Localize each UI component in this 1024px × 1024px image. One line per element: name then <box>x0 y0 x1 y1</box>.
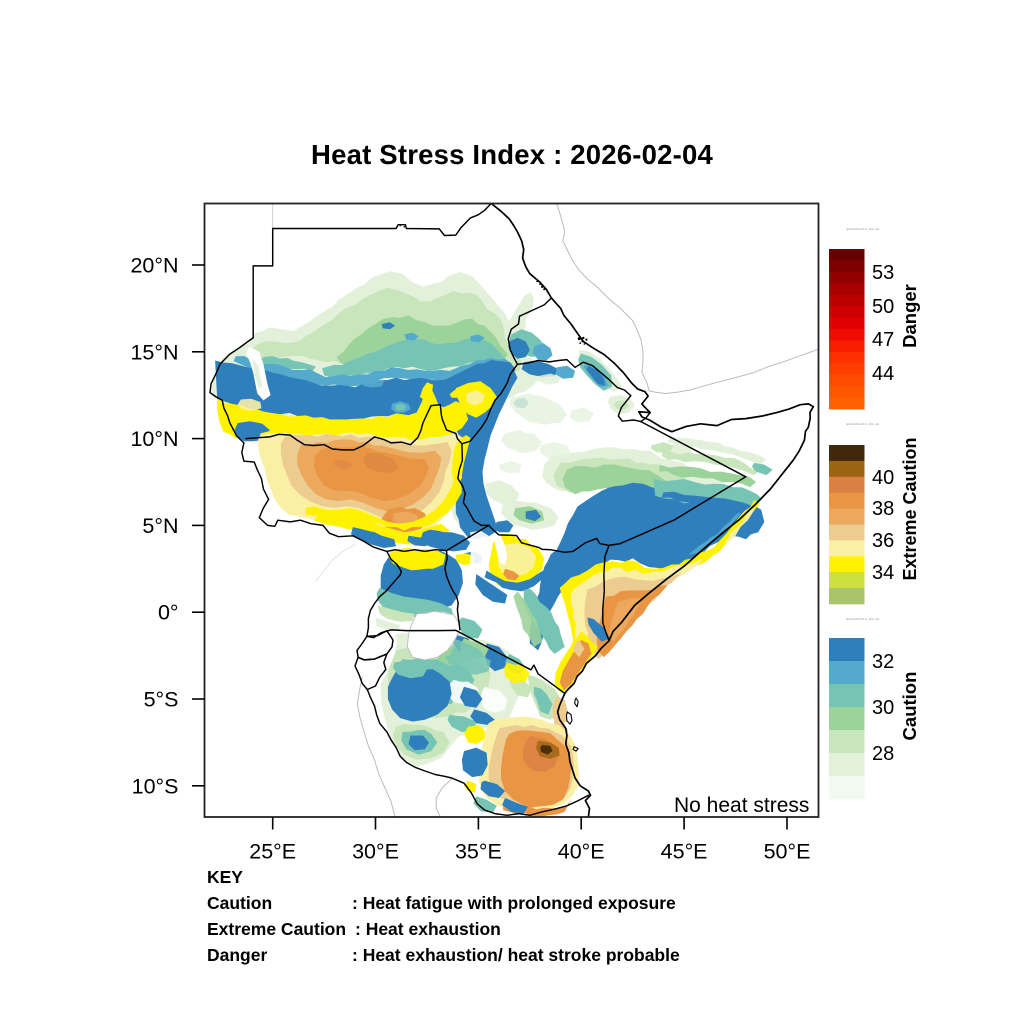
svg-text:40: 40 <box>872 467 894 489</box>
svg-text:Caution: Caution <box>899 672 920 741</box>
svg-text:25°E: 25°E <box>249 840 296 864</box>
svg-text:30°E: 30°E <box>352 840 399 864</box>
svg-text:28: 28 <box>872 743 894 765</box>
svg-text:10°N: 10°N <box>130 427 178 451</box>
svg-text:30: 30 <box>872 697 894 719</box>
svg-text:40°E: 40°E <box>558 840 605 864</box>
svg-text:50°E: 50°E <box>764 840 811 864</box>
svg-text:0°: 0° <box>158 601 179 625</box>
svg-text:5°N: 5°N <box>142 514 178 538</box>
svg-text:50: 50 <box>872 296 894 318</box>
svg-text:35°E: 35°E <box>455 840 502 864</box>
svg-text:53: 53 <box>872 262 894 284</box>
svg-text:36: 36 <box>872 530 894 552</box>
svg-text:5°S: 5°S <box>144 688 179 712</box>
svg-text:Extreme Caution: Extreme Caution <box>900 437 920 580</box>
svg-text:qtbrk2026-HSI-hi_240_obs: qtbrk2026-HSI-hi_240_obs <box>846 227 880 231</box>
svg-text:Danger: Danger <box>899 284 920 348</box>
svg-text:32: 32 <box>872 651 894 673</box>
svg-text:45°E: 45°E <box>661 840 708 864</box>
svg-text:qtbrk2026-HSI-hi_240_obs: qtbrk2026-HSI-hi_240_obs <box>846 617 880 621</box>
svg-text:10°S: 10°S <box>132 774 179 798</box>
svg-text:47: 47 <box>872 329 894 351</box>
svg-text:15°N: 15°N <box>130 340 178 364</box>
svg-text:qtbrk2026-HSI-hi_240_obs: qtbrk2026-HSI-hi_240_obs <box>846 422 880 426</box>
svg-text:34: 34 <box>872 562 894 584</box>
svg-text:44: 44 <box>872 363 894 385</box>
svg-text:38: 38 <box>872 498 894 520</box>
svg-text:20°N: 20°N <box>130 254 178 278</box>
